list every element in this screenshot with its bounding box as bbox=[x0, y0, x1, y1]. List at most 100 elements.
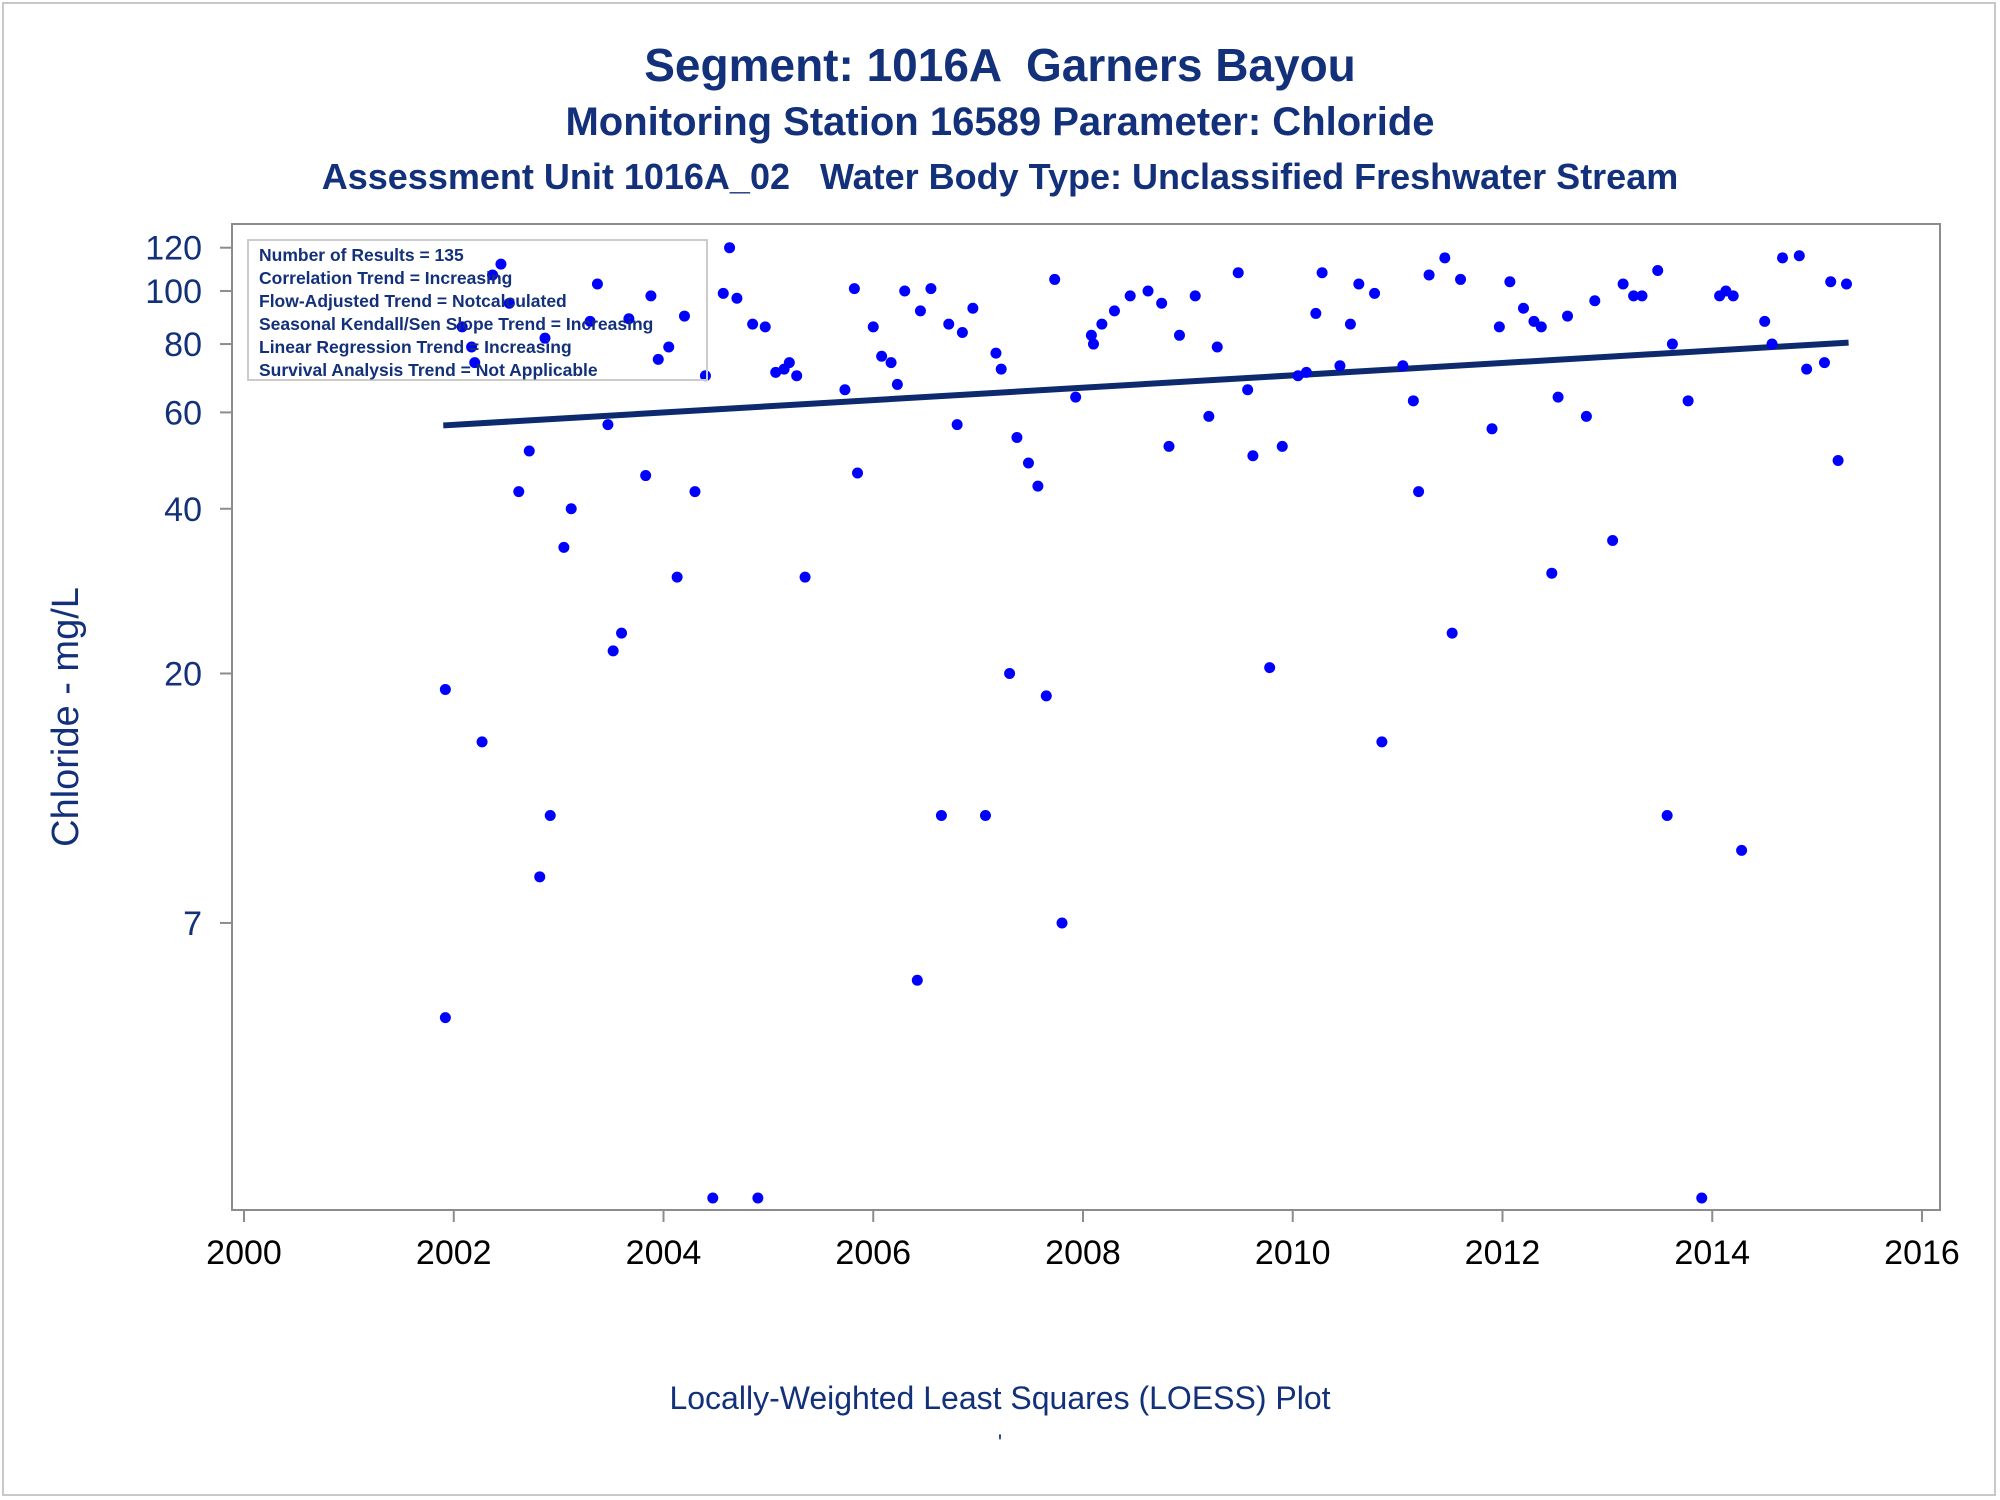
stat-flow-adjusted-trend: Flow-Adjusted Trend = Notcalculated bbox=[259, 291, 567, 311]
data-point bbox=[1096, 318, 1108, 330]
data-point bbox=[495, 258, 507, 270]
y-tick-label: 80 bbox=[164, 326, 202, 364]
data-point bbox=[1004, 667, 1016, 679]
y-axis-title: Chloride - mg/L bbox=[45, 587, 87, 847]
data-point bbox=[1334, 360, 1346, 372]
data-point bbox=[1446, 627, 1458, 639]
data-point bbox=[1310, 307, 1322, 319]
data-point bbox=[1022, 457, 1034, 469]
data-point bbox=[1580, 410, 1592, 422]
data-point bbox=[1455, 273, 1467, 285]
data-point bbox=[1056, 917, 1068, 929]
data-point bbox=[770, 366, 782, 378]
data-point bbox=[1682, 395, 1694, 407]
data-point bbox=[1397, 360, 1409, 372]
data-point bbox=[1727, 290, 1739, 302]
data-point bbox=[584, 315, 596, 327]
data-point bbox=[1439, 252, 1451, 264]
data-point bbox=[513, 486, 525, 498]
data-point bbox=[759, 321, 771, 333]
data-point bbox=[867, 321, 879, 333]
data-point bbox=[1142, 285, 1154, 297]
data-point bbox=[799, 571, 811, 583]
data-point bbox=[914, 305, 926, 317]
x-tick-label: 2006 bbox=[835, 1234, 911, 1272]
data-point bbox=[783, 357, 795, 369]
trend-line bbox=[443, 339, 1849, 429]
data-point bbox=[487, 269, 499, 281]
data-point bbox=[1292, 370, 1304, 382]
data-point bbox=[1011, 431, 1023, 443]
data-point bbox=[1407, 395, 1419, 407]
y-tick-label: 120 bbox=[145, 230, 202, 268]
data-point bbox=[1049, 273, 1061, 285]
data-point bbox=[995, 363, 1007, 375]
data-point bbox=[1766, 338, 1778, 350]
data-point bbox=[1801, 363, 1813, 375]
data-point bbox=[558, 541, 570, 553]
stat-linear-regression: Linear Regression Trend = Increasing bbox=[259, 337, 572, 357]
data-point bbox=[852, 467, 864, 479]
data-point bbox=[1552, 391, 1564, 403]
footnote-mark: ' bbox=[997, 1430, 1003, 1455]
data-point bbox=[1759, 315, 1771, 327]
data-point bbox=[752, 1192, 764, 1204]
chart-subtitle: Monitoring Station 16589 Parameter: Chlo… bbox=[565, 100, 1435, 144]
data-point bbox=[891, 378, 903, 390]
data-point bbox=[544, 810, 556, 822]
stat-seasonal-kendall: Seasonal Kendall/Sen Slope Trend = Incre… bbox=[259, 314, 654, 334]
data-point bbox=[1344, 318, 1356, 330]
data-point bbox=[1652, 265, 1664, 277]
data-point bbox=[724, 242, 736, 254]
y-tick-label: 100 bbox=[145, 273, 202, 311]
data-point bbox=[1832, 455, 1844, 467]
data-point bbox=[1840, 278, 1852, 290]
x-tick-label: 2000 bbox=[206, 1234, 282, 1272]
data-point bbox=[1369, 287, 1381, 299]
stat-correlation-trend: Correlation Trend = Increasing bbox=[259, 268, 513, 288]
data-point bbox=[1189, 290, 1201, 302]
data-point bbox=[1040, 690, 1052, 702]
stat-number-of-results: Number of Results = 135 bbox=[259, 245, 464, 265]
data-point bbox=[1423, 269, 1435, 281]
data-point bbox=[731, 292, 743, 304]
data-point bbox=[1156, 297, 1168, 309]
data-point bbox=[534, 871, 546, 883]
data-point bbox=[935, 810, 947, 822]
footnote: Locally-Weighted Least Squares (LOESS) P… bbox=[669, 1380, 1331, 1416]
data-point bbox=[439, 1012, 451, 1024]
x-tick-label: 2010 bbox=[1255, 1234, 1331, 1272]
data-point bbox=[1124, 290, 1136, 302]
data-point bbox=[1617, 278, 1629, 290]
data-point bbox=[699, 370, 711, 382]
data-point bbox=[1636, 290, 1648, 302]
data-point bbox=[1493, 321, 1505, 333]
x-tick-label: 2008 bbox=[1045, 1234, 1121, 1272]
data-point bbox=[466, 341, 478, 353]
data-point bbox=[476, 736, 488, 748]
data-point bbox=[1173, 329, 1185, 341]
data-point bbox=[1628, 290, 1640, 302]
data-point bbox=[523, 445, 535, 457]
data-point bbox=[911, 974, 923, 986]
data-point bbox=[990, 347, 1002, 359]
data-point bbox=[951, 419, 963, 431]
data-point bbox=[623, 313, 635, 325]
data-point bbox=[456, 321, 468, 333]
data-point bbox=[1247, 450, 1259, 462]
data-point bbox=[1376, 736, 1388, 748]
data-point bbox=[1203, 410, 1215, 422]
data-point bbox=[1300, 366, 1312, 378]
data-point bbox=[1696, 1192, 1708, 1204]
data-point bbox=[885, 357, 897, 369]
x-tick-label: 2002 bbox=[416, 1234, 492, 1272]
axes: 2000 2002 2004 2006 2008 2010 2012 2014 2016 7 20 4… bbox=[45, 223, 1960, 1272]
trend-line-group bbox=[443, 339, 1849, 429]
x-tick-label: 2016 bbox=[1884, 1234, 1960, 1272]
chart-title: Segment: 1016A Garners Bayou bbox=[644, 39, 1356, 91]
data-point bbox=[1504, 276, 1516, 288]
data-point bbox=[1793, 250, 1805, 262]
data-point bbox=[1316, 267, 1328, 279]
data-point bbox=[591, 278, 603, 290]
